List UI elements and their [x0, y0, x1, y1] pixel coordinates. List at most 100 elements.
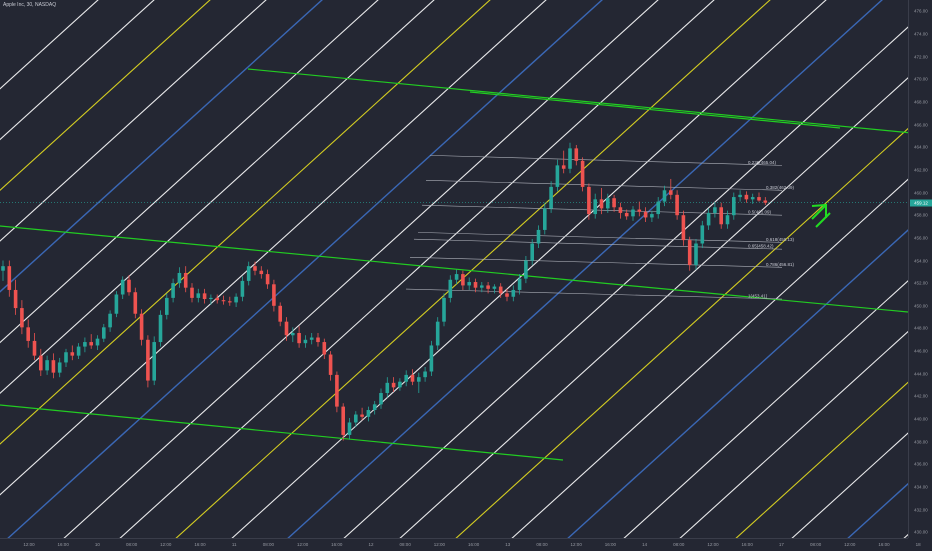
candle-body — [183, 272, 188, 288]
time-tick-label: 16:00 — [331, 542, 343, 547]
green-trend-line — [469, 91, 841, 129]
white-channel-line — [889, 512, 932, 551]
candle-body — [265, 274, 270, 285]
price-tick-label: 458.00 — [914, 212, 928, 218]
blue-channel-line — [552, 207, 932, 551]
current-price-label: 459.12 — [910, 199, 932, 206]
candle-body — [618, 207, 623, 213]
candle-body — [328, 354, 333, 375]
candle-body — [165, 297, 169, 315]
time-tick-label: 12:00 — [433, 542, 446, 547]
price-tick-label: 438.00 — [914, 439, 928, 445]
candle-body — [39, 355, 43, 371]
candle-body — [524, 260, 528, 279]
candle-body — [133, 292, 138, 314]
time-tick-label: 12:00 — [570, 542, 582, 547]
green-trend-line — [247, 68, 913, 134]
yellow-channel-line — [721, 359, 932, 551]
candle-body — [32, 340, 37, 356]
time-tick-label: 18 — [915, 542, 921, 547]
candle-body — [757, 197, 761, 201]
candle-body — [228, 301, 232, 303]
candle-body — [158, 314, 163, 343]
candle-body — [732, 197, 736, 216]
white-channel-line — [0, 0, 547, 496]
fib-level-line — [425, 179, 783, 191]
price-tick-label: 430.00 — [914, 529, 928, 535]
candle-body — [291, 332, 295, 336]
price-tick-label: 454.00 — [914, 258, 928, 263]
candle-body — [335, 374, 339, 407]
white-channel-line — [609, 258, 932, 551]
time-tick-label: 16:00 — [878, 542, 890, 547]
candle-body — [57, 362, 62, 373]
arrow-marker-icon — [811, 203, 827, 220]
green-trend-line — [0, 404, 564, 461]
green-trend-channel — [0, 68, 913, 461]
candle-body — [404, 374, 408, 382]
candle-body — [656, 201, 660, 215]
candle-body — [322, 342, 327, 355]
candle-body — [385, 382, 390, 394]
time-tick-label: 08:00 — [125, 542, 138, 547]
time-tick-label: 10 — [94, 542, 100, 547]
candle-body — [379, 393, 383, 405]
candle-body — [171, 283, 175, 298]
fib-level-label: 0.65(458.42) — [748, 244, 774, 249]
price-tick-label: 468.00 — [914, 99, 928, 105]
candle-body — [76, 346, 81, 356]
time-tick-label: 12:00 — [23, 542, 35, 547]
time-tick-label: 16:00 — [467, 542, 480, 547]
candle-body — [341, 406, 345, 435]
candle-body — [442, 297, 446, 322]
candle-body — [114, 294, 119, 314]
price-tick-label: 434.00 — [914, 484, 928, 490]
candle-body — [102, 327, 106, 339]
candle-body — [486, 285, 490, 289]
candle-body — [669, 190, 673, 195]
price-tick-label: 446.00 — [914, 348, 928, 354]
yellow-channel-line — [0, 0, 491, 445]
time-axis[interactable]: 12:00 16:00 10 08:00 12:00 16:00 11 08:00 12:00 1… — [0, 538, 921, 551]
candle-body — [461, 274, 465, 286]
fibonacci-retracement: 0.236(465.04) 0.382(462.09) 0.5(461.09) 0.6… — [405, 155, 795, 300]
fib-level-line — [417, 232, 783, 243]
price-tick-label: 456.00 — [914, 235, 928, 241]
candle-body — [253, 266, 257, 271]
candle-body — [423, 371, 427, 378]
white-channel-line — [105, 0, 715, 551]
candle-body — [505, 293, 509, 297]
candle-body — [347, 422, 352, 435]
fib-level-label: 1(453.41) — [748, 294, 768, 299]
candle-body — [643, 211, 648, 218]
time-tick-label: 08:00 — [673, 542, 685, 547]
time-tick-label: 16:00 — [741, 542, 753, 547]
blue-channel-line — [272, 0, 883, 551]
candle-body — [738, 194, 742, 198]
time-tick-label: 12:00 — [160, 542, 172, 547]
price-axis[interactable]: 476.00 474.00 472.00 470.00 468.00 466.00 464.… — [908, 0, 932, 538]
candle-body — [26, 327, 30, 341]
candle-body — [536, 229, 541, 244]
time-tick-label: 14 — [642, 542, 648, 547]
candle-body — [278, 305, 282, 322]
price-tick-label: 464.00 — [914, 144, 928, 150]
fib-level-line — [413, 238, 783, 250]
candle-body — [650, 214, 654, 218]
candle-body — [593, 199, 597, 215]
candle-body — [139, 313, 144, 340]
time-tick-label: 12 — [368, 542, 374, 547]
candle-body — [543, 208, 547, 230]
candle-body — [681, 215, 686, 241]
candle-body — [410, 374, 415, 382]
candle-body — [303, 339, 308, 344]
candlestick-series — [1, 142, 768, 441]
time-tick-label: 08:00 — [399, 542, 411, 547]
candle-body — [259, 270, 264, 275]
candle-body — [580, 160, 585, 187]
candle-body — [480, 285, 484, 288]
time-tick-label: 11 — [231, 542, 237, 547]
fib-level-label: 0.382(462.09) — [766, 185, 795, 190]
